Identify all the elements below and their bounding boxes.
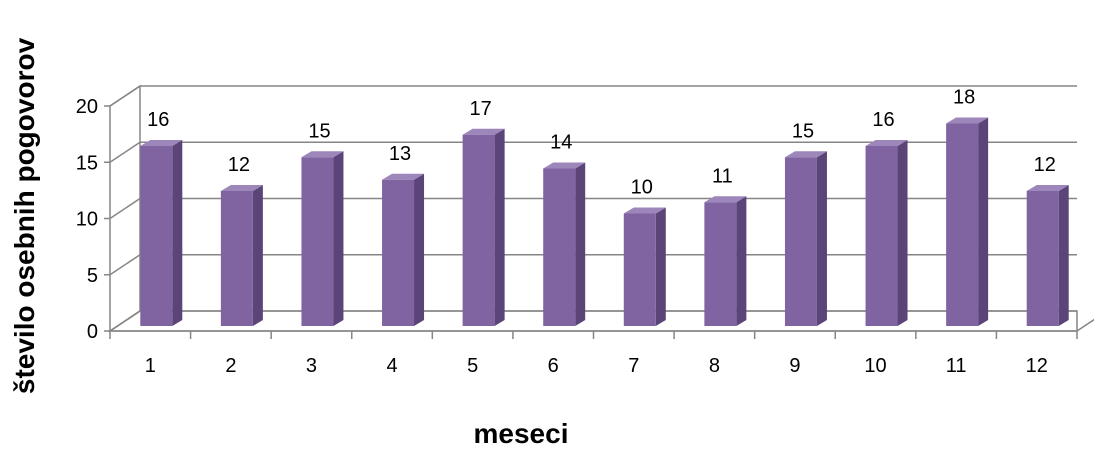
x-tick-label: 3: [306, 355, 317, 377]
y-tick-label: 10: [76, 209, 98, 231]
bar-side: [253, 185, 263, 326]
data-label: 16: [872, 109, 894, 131]
data-label: 12: [1034, 154, 1056, 176]
bar-front: [946, 124, 978, 327]
gridline-side: [110, 311, 140, 331]
bar: [382, 174, 424, 326]
x-tick-label: 9: [789, 355, 800, 377]
x-tick-label: 4: [386, 355, 397, 377]
bars: [140, 118, 1068, 327]
x-tick-label: 8: [709, 355, 720, 377]
bar-side: [656, 208, 666, 327]
bar-front: [140, 146, 172, 326]
x-tick-label: 5: [467, 355, 478, 377]
bar-side: [898, 140, 908, 326]
bar-side: [172, 140, 182, 326]
x-tick-label: 6: [548, 355, 559, 377]
gridline-side: [110, 199, 140, 219]
x-axis-title: meseci: [474, 418, 569, 449]
bar: [221, 185, 263, 326]
x-tick-label: 10: [864, 355, 886, 377]
bar: [463, 129, 505, 326]
bar-front: [301, 157, 333, 326]
y-tick-label: 5: [87, 265, 98, 287]
bar: [140, 140, 182, 326]
bar: [624, 208, 666, 327]
bar-front: [221, 191, 253, 326]
bar: [946, 118, 988, 327]
data-label: 15: [792, 120, 814, 142]
bar-front: [463, 135, 495, 326]
bar-front: [543, 169, 575, 327]
bar-side: [333, 151, 343, 326]
y-tick-label: 15: [76, 152, 98, 174]
x-tick-label: 12: [1026, 355, 1048, 377]
bar-side: [495, 129, 505, 326]
bar-side: [817, 151, 827, 326]
bar: [543, 163, 585, 327]
data-label: 11: [712, 165, 733, 187]
bar-front: [1027, 191, 1059, 326]
x-tick-label: 7: [628, 355, 639, 377]
data-label: 16: [147, 109, 169, 131]
bar: [301, 151, 343, 326]
bar-front: [624, 214, 656, 327]
bar-side: [1059, 185, 1069, 326]
bar-side: [978, 118, 988, 327]
gridline-side: [110, 255, 140, 275]
y-tick-label: 20: [76, 96, 98, 118]
bar: [704, 196, 746, 326]
bar-side: [414, 174, 424, 326]
data-label: 15: [308, 120, 330, 142]
y-tick-label: 0: [87, 321, 98, 343]
data-label: 14: [550, 132, 572, 154]
x-tick-label: 2: [225, 355, 236, 377]
y-axis-tick-labels: 0 5 10 15 20: [76, 96, 98, 343]
bar: [1027, 185, 1069, 326]
bar-front: [704, 202, 736, 326]
floor-right-edge: [1077, 311, 1094, 331]
data-label: 12: [228, 154, 250, 176]
bar-front: [382, 180, 414, 326]
bar-side: [575, 163, 585, 327]
gridline-side: [110, 142, 140, 162]
data-label: 17: [470, 98, 492, 120]
bar: [785, 151, 827, 326]
bar-side: [736, 196, 746, 326]
bar-front: [866, 146, 898, 326]
x-axis-tick-labels: 1 2 3 4 5 6 7 8 9 10 11 12: [145, 355, 1048, 377]
bar: [866, 140, 908, 326]
y-axis-title: število osebnih pogovorov: [9, 37, 40, 394]
x-tick-label: 11: [946, 355, 967, 377]
data-label: 18: [953, 87, 975, 109]
bar-front: [785, 157, 817, 326]
data-label: 10: [631, 177, 653, 199]
x-tick-label: 1: [145, 355, 156, 377]
data-label: 13: [389, 143, 411, 165]
gridline-side: [110, 86, 140, 106]
